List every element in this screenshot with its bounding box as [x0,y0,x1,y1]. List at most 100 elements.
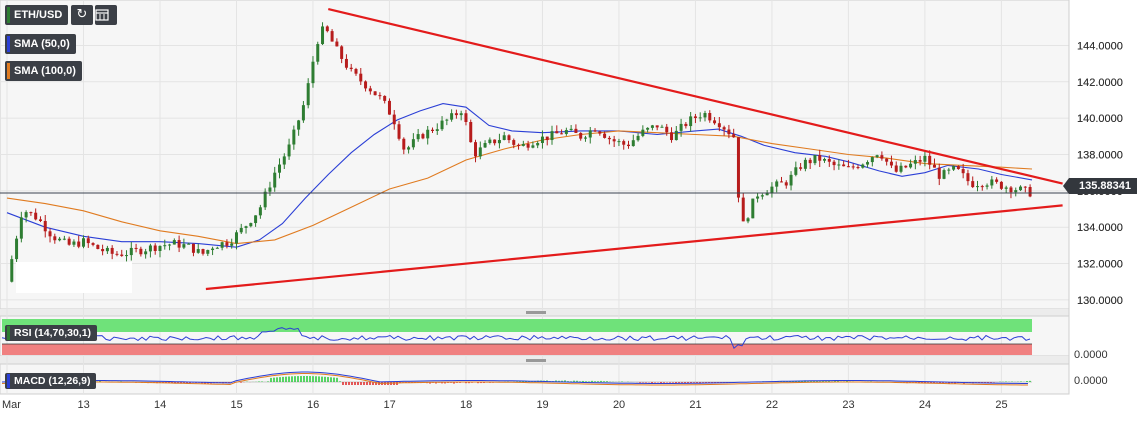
candle-body [196,249,200,253]
candle-body [765,193,769,196]
candle-body [383,95,387,101]
y-tick-label: 138.0000 [1077,150,1123,162]
symbol-badge[interactable]: ETH/USD [5,5,69,25]
candle-body [24,212,28,218]
candle-body [292,129,296,145]
candle-body [497,139,501,144]
candle-body [698,117,702,119]
candle-body [574,128,578,133]
calendar-icon[interactable] [95,5,117,25]
sma100-label: SMA (100,0) [14,65,76,77]
candle-body [340,46,344,59]
candle-body [43,220,47,232]
candle-body [91,243,95,245]
rsi-value-label: 0.0000 [1074,349,1108,361]
candle-body [335,41,339,47]
trendline-lower[interactable] [205,204,1063,291]
candle-body [641,129,645,136]
candle-body [440,120,444,130]
candle-body [550,131,554,141]
candle-body [211,248,215,251]
y-tick-label: 142.0000 [1077,77,1123,89]
candle-body [923,155,927,162]
candle-body [947,169,951,171]
candle-body [851,166,855,168]
macd-badge[interactable]: MACD (12,26,9) [5,373,97,389]
candle-body [732,134,736,138]
candle-body [1004,187,1008,189]
candle-body [823,158,827,161]
y-tick-label: 132.0000 [1077,259,1123,271]
candle-body [684,123,688,127]
x-tick-label: 19 [536,399,548,411]
trendline-upper[interactable] [328,8,1063,185]
candle-body [756,196,760,199]
candle-body [301,105,305,121]
candle-body [464,113,468,122]
sma100-swatch [7,63,10,79]
candle-body [454,113,458,116]
candle-body [741,197,745,222]
candle-body [244,226,248,228]
sma100-badge[interactable]: SMA (100,0) [5,61,82,81]
x-tick-label: Mar [2,399,21,411]
candle-body [952,166,956,170]
candle-body [163,245,167,247]
candle-body [693,116,697,119]
candle-body [985,185,989,187]
candle-body [239,227,243,233]
candle-body [674,130,678,141]
candle-body [799,167,803,169]
candle-body [10,259,14,282]
y-tick-label: 144.0000 [1077,40,1123,52]
candle-body [708,113,712,121]
candle-body [29,212,33,214]
macd-line [1,371,1028,384]
refresh-icon[interactable]: ↻ [71,5,93,25]
candle-body [803,159,807,169]
candle-body [67,238,71,245]
x-tick-label: 15 [230,399,242,411]
candle-body [354,69,358,74]
x-tick-label: 20 [613,399,625,411]
candle-body [870,157,874,163]
candle-body [670,132,674,141]
candle-body [846,166,850,168]
candle-body [918,160,922,162]
divider-grip-2[interactable] [526,359,546,362]
candle-body [230,243,234,246]
sma50-badge[interactable]: SMA (50,0) [5,34,76,54]
candle-body [182,244,186,248]
candle-body [980,186,984,188]
candle-body [837,164,841,166]
candle-body [234,232,238,244]
candle-body [397,124,401,139]
candle-body [889,161,893,166]
candle-body [387,100,391,115]
symbol-label: ETH/USD [14,9,63,21]
candle-body [459,113,463,116]
candle-body [636,135,640,141]
candle-body [134,247,138,249]
y-tick-label: 138.0000 [1077,150,1123,162]
candle-body [545,136,549,141]
candle-body [364,81,368,89]
candle-body [583,137,587,139]
candle-body [961,169,965,174]
candle-body [507,135,511,141]
candle-body [995,179,999,182]
candle-body [531,145,535,148]
candle-body [1014,190,1018,193]
x-tick-label: 23 [842,399,854,411]
rsi-label: RSI (14,70,30,1) [14,327,92,339]
rsi-badge[interactable]: RSI (14,70,30,1) [5,325,98,341]
candle-body [101,249,105,252]
candle-body [120,254,124,256]
candle-body [478,147,482,157]
candle-body [866,162,870,165]
x-tick-label: 21 [689,399,701,411]
candle-body [1009,187,1013,193]
candle-body [517,144,521,146]
candle-body [258,207,262,216]
divider-grip-1[interactable] [526,311,546,314]
